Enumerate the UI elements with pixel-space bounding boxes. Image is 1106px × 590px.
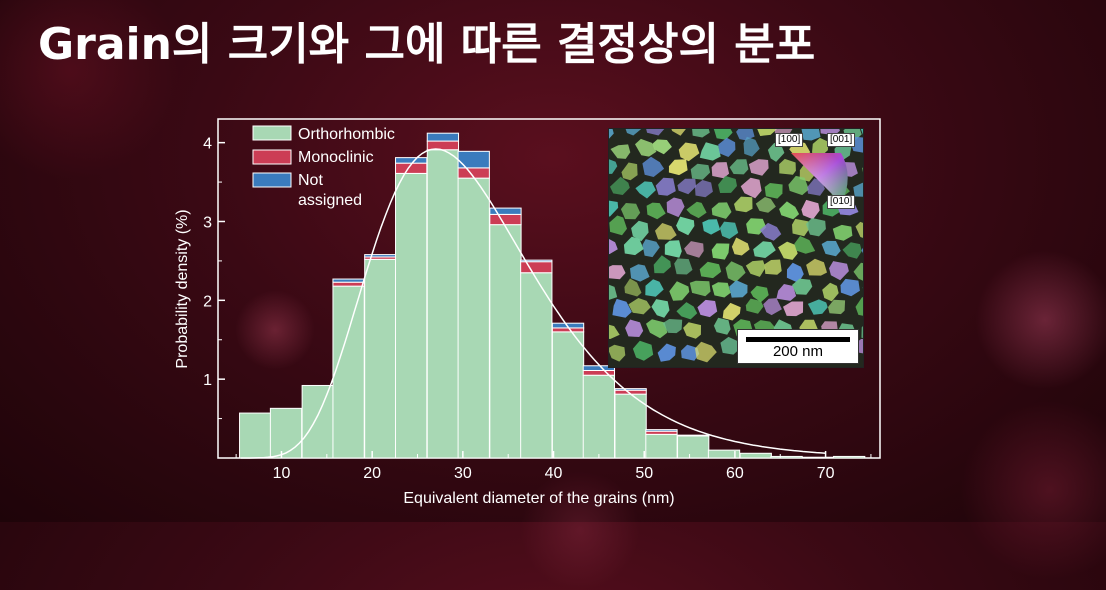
bar-not-assigned <box>458 151 489 168</box>
ipf-label-001: [001] <box>827 133 855 147</box>
bar-orthorhombic <box>396 173 427 458</box>
bar-orthorhombic <box>240 413 271 458</box>
bar-orthorhombic <box>521 273 552 458</box>
y-tick-label: 2 <box>203 293 212 310</box>
bar-orthorhombic <box>583 375 614 458</box>
bar-orthorhombic <box>803 457 834 458</box>
ipf-label-100: [100] <box>775 133 803 147</box>
y-tick-label: 3 <box>203 214 212 231</box>
ipf-label-010: [010] <box>827 195 855 209</box>
legend-swatch-not-assigned <box>253 173 291 187</box>
x-tick-label: 40 <box>545 465 563 482</box>
legend-swatch-monoclinic <box>253 150 291 164</box>
bar-monoclinic <box>552 328 583 332</box>
bar-not-assigned <box>365 255 396 257</box>
scale-bar-label: 200 nm <box>738 343 858 360</box>
bar-orthorhombic <box>270 408 301 458</box>
bar-orthorhombic <box>458 178 489 458</box>
x-tick-label: 20 <box>363 465 381 482</box>
legend-label-not: Not <box>298 172 323 189</box>
grain-map-inset: [100] [001] [010] 200 nm <box>608 128 864 368</box>
legend-swatch-orthorhombic <box>253 126 291 140</box>
bar-orthorhombic <box>834 456 865 458</box>
bar-not-assigned <box>396 158 427 164</box>
bar-orthorhombic <box>615 394 646 458</box>
bar-orthorhombic <box>365 259 396 458</box>
x-tick-label: 30 <box>454 465 472 482</box>
y-tick-label: 4 <box>203 136 212 153</box>
legend: Orthorhombic Monoclinic Not assigned <box>253 126 395 209</box>
legend-label-monoclinic: Monoclinic <box>298 149 374 166</box>
bar-orthorhombic <box>646 434 677 458</box>
legend-label-orthorhombic: Orthorhombic <box>298 126 395 143</box>
ipf-color-key: [100] [001] [010] <box>785 143 859 213</box>
bar-orthorhombic <box>771 456 802 458</box>
y-axis-label: Probability density (%) <box>174 209 191 368</box>
bar-monoclinic <box>333 282 364 286</box>
x-axis-label: Equivalent diameter of the grains (nm) <box>403 490 674 507</box>
bar-monoclinic <box>427 141 458 150</box>
bar-orthorhombic <box>490 225 521 458</box>
bar-orthorhombic <box>302 385 333 458</box>
bar-not-assigned <box>646 430 677 432</box>
scale-bar <box>746 337 850 342</box>
histogram-chart: 10 20 30 40 50 60 70 1 2 3 4 Equivalent diameter o… <box>0 0 1106 522</box>
bar-not-assigned <box>678 435 709 436</box>
x-tick-label: 50 <box>635 465 653 482</box>
bar-orthorhombic <box>552 332 583 458</box>
bar-monoclinic <box>583 370 614 375</box>
bar-orthorhombic <box>427 150 458 458</box>
bar-orthorhombic <box>678 436 709 458</box>
scale-bar-box: 200 nm <box>737 329 859 364</box>
legend-label-assigned: assigned <box>298 192 362 209</box>
y-tick-label: 1 <box>203 372 212 389</box>
bar-not-assigned <box>615 389 646 391</box>
bar-monoclinic <box>521 262 552 273</box>
bar-monoclinic <box>490 214 521 224</box>
bar-not-assigned <box>333 279 364 282</box>
x-tick-label: 70 <box>817 465 835 482</box>
x-tick-label: 10 <box>273 465 291 482</box>
x-tick-label: 60 <box>726 465 744 482</box>
bar-orthorhombic <box>740 453 771 458</box>
bar-orthorhombic <box>333 286 364 458</box>
bar-not-assigned <box>427 133 458 141</box>
